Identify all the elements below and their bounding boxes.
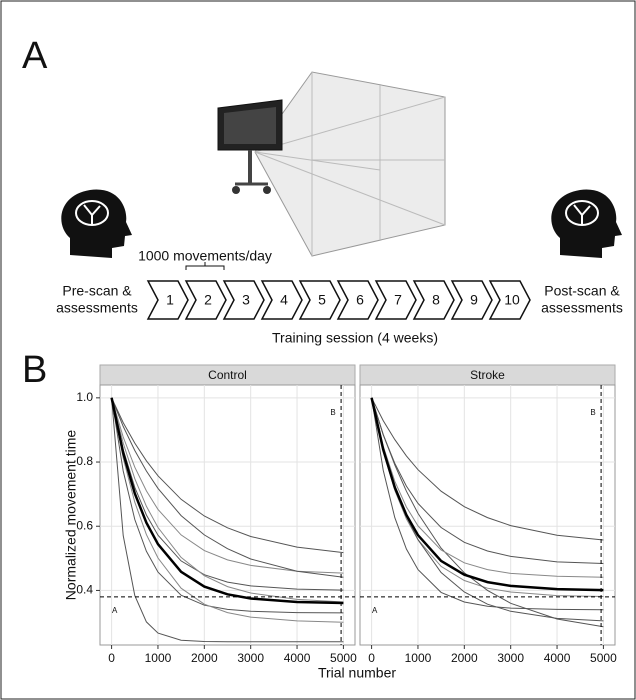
- step-number: 8: [432, 292, 440, 308]
- wheel: [232, 186, 240, 194]
- step-number: 2: [204, 292, 212, 308]
- step-number: 4: [280, 292, 288, 308]
- reference-label: A: [112, 606, 118, 615]
- panel-label: A: [22, 35, 48, 77]
- y-axis-label: Normalized movement time: [63, 430, 79, 601]
- curve: [111, 397, 344, 574]
- curve: [371, 397, 604, 541]
- y-tick-label: 0.4: [76, 583, 93, 597]
- x-tick-label: 4000: [284, 651, 311, 665]
- brain-icon: [75, 200, 599, 226]
- y-tick-label: 0.8: [76, 454, 93, 468]
- curve: [111, 397, 344, 554]
- x-tick-label: 3000: [237, 651, 264, 665]
- projection-lines: [254, 72, 446, 256]
- curve: [111, 397, 344, 623]
- x-tick-label: 2000: [191, 651, 218, 665]
- step-number: 6: [356, 292, 364, 308]
- x-tick-label: 5000: [590, 651, 617, 665]
- step-chevron: [260, 280, 303, 320]
- x-tick-label: 0: [368, 651, 375, 665]
- pre-label: Pre-scan &: [62, 283, 132, 299]
- panel-title: Stroke: [470, 368, 505, 382]
- x-tick-label: 3000: [497, 651, 524, 665]
- x-tick-label: 4000: [544, 651, 571, 665]
- step-chevron: [336, 280, 379, 320]
- bracket: [185, 262, 225, 270]
- post-label: Post-scan &: [544, 283, 620, 299]
- x-tick-label: 5000: [330, 651, 357, 665]
- curve: [111, 397, 344, 614]
- x-tick-label: 2000: [451, 651, 478, 665]
- step-chevron: [374, 280, 417, 320]
- step-number: 7: [394, 292, 402, 308]
- step-number: 3: [242, 292, 250, 308]
- curve: [110, 397, 344, 605]
- projection: [254, 71, 446, 257]
- wheel: [263, 186, 271, 194]
- session-label: Training session (4 weeks): [272, 330, 438, 346]
- curve: [370, 397, 604, 592]
- curve: [371, 397, 604, 611]
- step-chevron: [184, 280, 227, 320]
- curve: [111, 397, 344, 643]
- x-axis-label: Trial number: [318, 665, 396, 681]
- step-number: 10: [504, 292, 520, 308]
- y-tick-label: 0.6: [76, 518, 93, 532]
- step-chevron: [222, 280, 265, 320]
- step-chevron: [146, 280, 189, 320]
- x-tick-label: 1000: [405, 651, 432, 665]
- reference-label: B: [590, 408, 595, 417]
- panel-label: B: [22, 349, 47, 391]
- step-chevron: [412, 280, 455, 320]
- step-chevron: [488, 280, 531, 320]
- step-chevron: [298, 280, 341, 320]
- reference-label: A: [372, 606, 378, 615]
- y-tick-label: 1.0: [76, 390, 93, 404]
- curve: [111, 397, 344, 591]
- plot-area: [359, 384, 616, 646]
- step-number: 9: [470, 292, 478, 308]
- post-label: assessments: [541, 300, 623, 316]
- reference-label: B: [330, 408, 335, 417]
- curve: [111, 397, 344, 603]
- x-tick-label: 1000: [145, 651, 172, 665]
- curve: [371, 397, 604, 578]
- curve: [111, 397, 344, 578]
- pre-label: assessments: [56, 300, 138, 316]
- x-tick-label: 0: [108, 651, 115, 665]
- plot-area: [99, 384, 356, 646]
- movements-note: 1000 movements/day: [138, 248, 272, 264]
- screen: [224, 107, 276, 144]
- step-number: 5: [318, 292, 326, 308]
- step-chevron: [450, 280, 493, 320]
- panel-title: Control: [208, 368, 247, 382]
- step-number: 1: [166, 292, 174, 308]
